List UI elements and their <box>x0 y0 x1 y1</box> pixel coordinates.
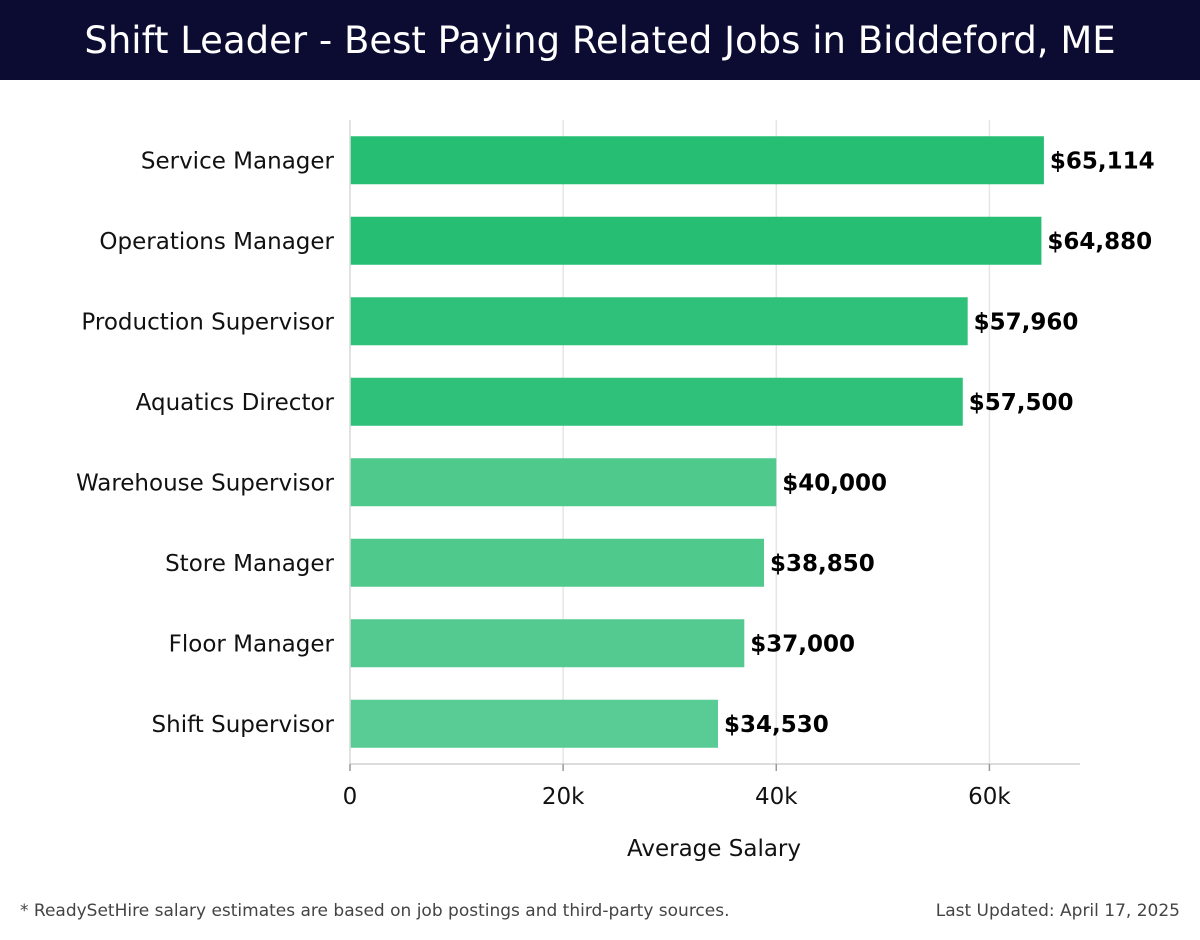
category-label: Store Manager <box>165 551 334 577</box>
bar <box>350 699 718 748</box>
grid-layer <box>349 120 991 764</box>
axis-layer: 0 20k 40k 60k Service Manager $65,114 Operatio… <box>76 120 1155 810</box>
bar <box>350 377 963 426</box>
category-label: Aquatics Director <box>136 390 335 416</box>
bar-layer <box>350 136 1044 748</box>
bar <box>350 216 1042 265</box>
category-label: Warehouse Supervisor <box>76 470 335 496</box>
bar-chart-svg: 0 20k 40k 60k Service Manager $65,114 Operatio… <box>76 120 1155 862</box>
x-tick-label: 40k <box>755 784 798 810</box>
x-axis-title: Average Salary <box>627 836 801 862</box>
value-label: $57,960 <box>974 309 1079 335</box>
value-label: $38,850 <box>770 551 875 577</box>
x-tick-label: 20k <box>542 784 585 810</box>
bar <box>350 297 968 346</box>
footer-note: * ReadySetHire salary estimates are base… <box>20 901 730 921</box>
category-label: Production Supervisor <box>81 309 334 335</box>
salary-chart: 0 20k 40k 60k Service Manager $65,114 Operatio… <box>0 80 1200 880</box>
category-label: Operations Manager <box>99 229 334 255</box>
footer-updated: Last Updated: April 17, 2025 <box>935 901 1180 921</box>
bar <box>350 458 777 507</box>
bar <box>350 619 745 668</box>
value-label: $37,000 <box>750 631 855 657</box>
category-label: Service Manager <box>141 148 335 174</box>
header-bar: Shift Leader - Best Paying Related Jobs … <box>0 0 1200 80</box>
page-title: Shift Leader - Best Paying Related Jobs … <box>84 18 1116 62</box>
value-label: $64,880 <box>1047 229 1152 255</box>
x-tick-label: 0 <box>343 784 358 810</box>
value-label: $40,000 <box>782 470 887 496</box>
value-label: $57,500 <box>969 390 1074 416</box>
category-label: Floor Manager <box>169 631 335 657</box>
bar <box>350 538 765 587</box>
value-label: $34,530 <box>724 712 829 738</box>
x-tick-label: 60k <box>968 784 1011 810</box>
value-label: $65,114 <box>1050 148 1155 174</box>
bar <box>350 136 1044 185</box>
category-label: Shift Supervisor <box>152 712 335 738</box>
